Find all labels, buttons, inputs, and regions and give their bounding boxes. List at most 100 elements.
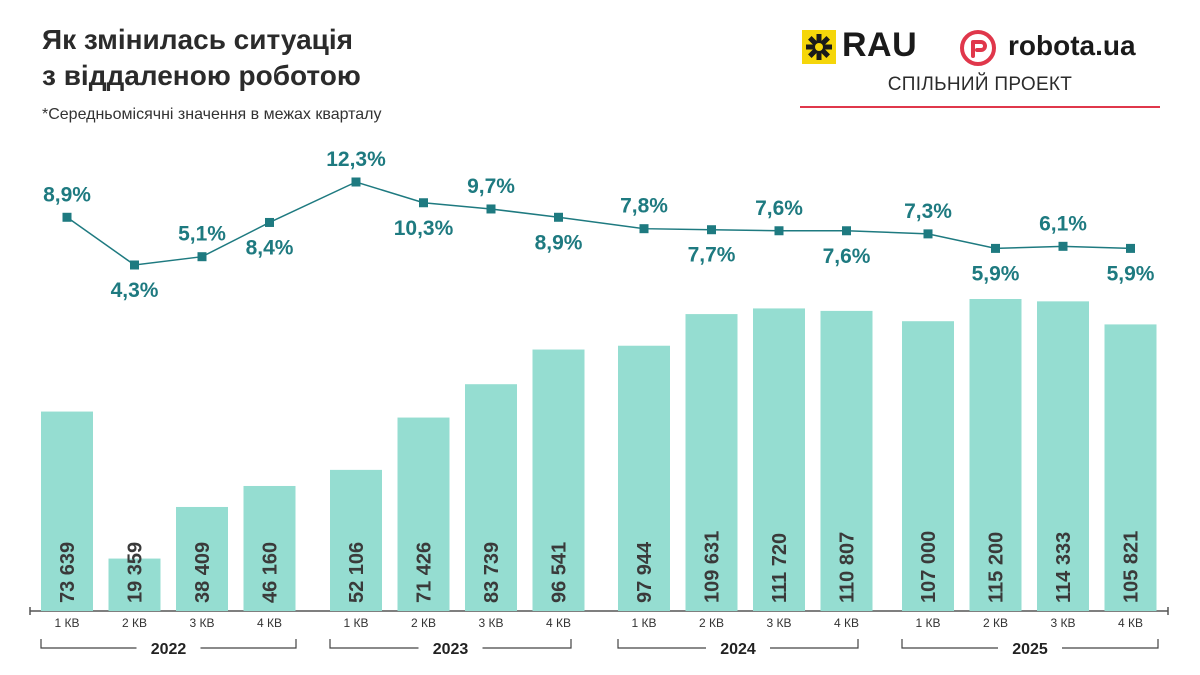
bar <box>108 558 161 611</box>
bar <box>753 308 805 611</box>
percent-marker <box>707 225 716 235</box>
category-tick-label: 2 КВ <box>122 616 147 630</box>
bar-value-label: 105 821 <box>1121 531 1143 603</box>
percent-marker <box>554 212 563 222</box>
year-label-bg <box>418 638 483 658</box>
bar-value-label: 110 807 <box>837 532 859 603</box>
percent-marker <box>351 177 361 187</box>
bar-value-label: 19 359 <box>125 542 147 603</box>
bar <box>397 417 450 611</box>
chart-note: *Середньомісячні значення в межах кварта… <box>42 106 382 123</box>
percent-value-label: 8,4% <box>246 236 294 259</box>
percent-value-label: 5,9% <box>1107 262 1155 285</box>
bar-value-label: 46 160 <box>260 542 282 603</box>
percent-value-label: 12,3% <box>326 148 386 171</box>
category-tick-label: 3 КВ <box>766 616 791 630</box>
percent-marker <box>62 212 72 222</box>
category-tick-label: 1 КВ <box>915 616 940 630</box>
year-label-bg <box>998 638 1062 658</box>
percent-marker <box>130 260 139 270</box>
robota-logo-text: robota.ua <box>1008 30 1136 61</box>
bar-value-label: 109 631 <box>702 531 724 603</box>
percent-value-label: 9,7% <box>467 175 515 198</box>
percent-line <box>66 181 1131 266</box>
robota-r-icon <box>960 30 996 66</box>
bar-value-label: 71 426 <box>414 542 436 603</box>
bar <box>969 299 1022 611</box>
percent-value-label: 7,6% <box>823 245 871 268</box>
percent-marker <box>774 226 784 236</box>
logo-block: RAU robota.ua СПІЛЬНИЙ ПРОЕКТ <box>800 26 1160 110</box>
bar <box>685 314 738 611</box>
percent-marker <box>265 217 274 227</box>
year-label: 2025 <box>1012 641 1048 658</box>
bar <box>176 506 228 611</box>
title-line-1: Як змінилась ситуація <box>42 24 353 55</box>
bar-value-label: 107 000 <box>918 531 940 603</box>
year-label: 2024 <box>720 641 756 658</box>
percent-value-label: 7,6% <box>755 197 803 220</box>
bar-value-label: 38 409 <box>192 542 214 603</box>
bar <box>330 469 382 611</box>
bar <box>41 411 93 611</box>
bar-value-label: 111 720 <box>769 533 791 603</box>
bar <box>820 310 873 611</box>
bar <box>465 384 517 611</box>
category-tick-label: 4 КВ <box>1118 616 1143 630</box>
category-tick-label: 2 КВ <box>983 616 1008 630</box>
bar <box>902 321 954 611</box>
year-label: 2023 <box>433 641 469 658</box>
bar <box>1104 324 1157 611</box>
category-tick-label: 1 КВ <box>343 616 368 630</box>
category-tick-label: 4 КВ <box>834 616 859 630</box>
bar-value-label: 114 333 <box>1053 532 1075 603</box>
joint-project-label: СПІЛЬНИЙ ПРОЕКТ <box>887 74 1073 95</box>
percent-value-label: 5,9% <box>972 262 1020 285</box>
percent-marker <box>419 198 428 208</box>
bar-value-label: 73 639 <box>57 542 79 603</box>
percent-marker <box>991 243 1000 253</box>
percent-marker <box>842 226 851 236</box>
bar <box>243 485 296 611</box>
percent-value-label: 4,3% <box>111 279 159 302</box>
category-tick-label: 3 КВ <box>478 616 503 630</box>
bar-value-label: 97 944 <box>634 541 656 603</box>
rau-star-icon <box>802 30 836 64</box>
category-tick-label: 4 КВ <box>546 616 571 630</box>
bar <box>618 345 670 611</box>
year-label-bg <box>706 638 770 658</box>
category-tick-label: 1 КВ <box>631 616 656 630</box>
percent-value-label: 5,1% <box>178 223 226 246</box>
percent-marker <box>486 204 496 214</box>
category-tick-label: 3 КВ <box>1050 616 1075 630</box>
title-line-2: з віддаленою роботою <box>42 60 361 91</box>
percent-value-label: 7,3% <box>904 200 952 223</box>
rau-logo-text: RAU <box>842 26 918 64</box>
percent-value-label: 8,9% <box>535 231 583 254</box>
bar <box>1037 301 1089 611</box>
category-tick-label: 2 КВ <box>411 616 436 630</box>
percent-marker <box>639 224 649 234</box>
category-tick-label: 3 КВ <box>189 616 214 630</box>
percent-marker <box>1126 243 1135 253</box>
bar-value-label: 96 541 <box>549 542 571 603</box>
category-tick-label: 2 КВ <box>699 616 724 630</box>
chart-title: Як змінилась ситуація з віддаленою робот… <box>42 22 562 94</box>
percent-marker <box>197 252 207 262</box>
year-label: 2022 <box>151 641 187 658</box>
bar <box>532 349 585 611</box>
percent-value-label: 8,9% <box>43 183 91 206</box>
logo-divider <box>800 106 1160 108</box>
bar-value-label: 115 200 <box>986 532 1008 603</box>
year-label-bg <box>136 638 201 658</box>
bar-value-label: 83 739 <box>481 542 503 603</box>
percent-value-label: 10,3% <box>394 217 454 240</box>
bar-value-label: 52 106 <box>346 542 368 603</box>
percent-marker <box>923 229 933 239</box>
category-tick-label: 1 КВ <box>54 616 79 630</box>
percent-value-label: 7,7% <box>688 244 736 267</box>
category-tick-label: 4 КВ <box>257 616 282 630</box>
percent-marker <box>1058 241 1068 251</box>
percent-value-label: 6,1% <box>1039 212 1087 235</box>
